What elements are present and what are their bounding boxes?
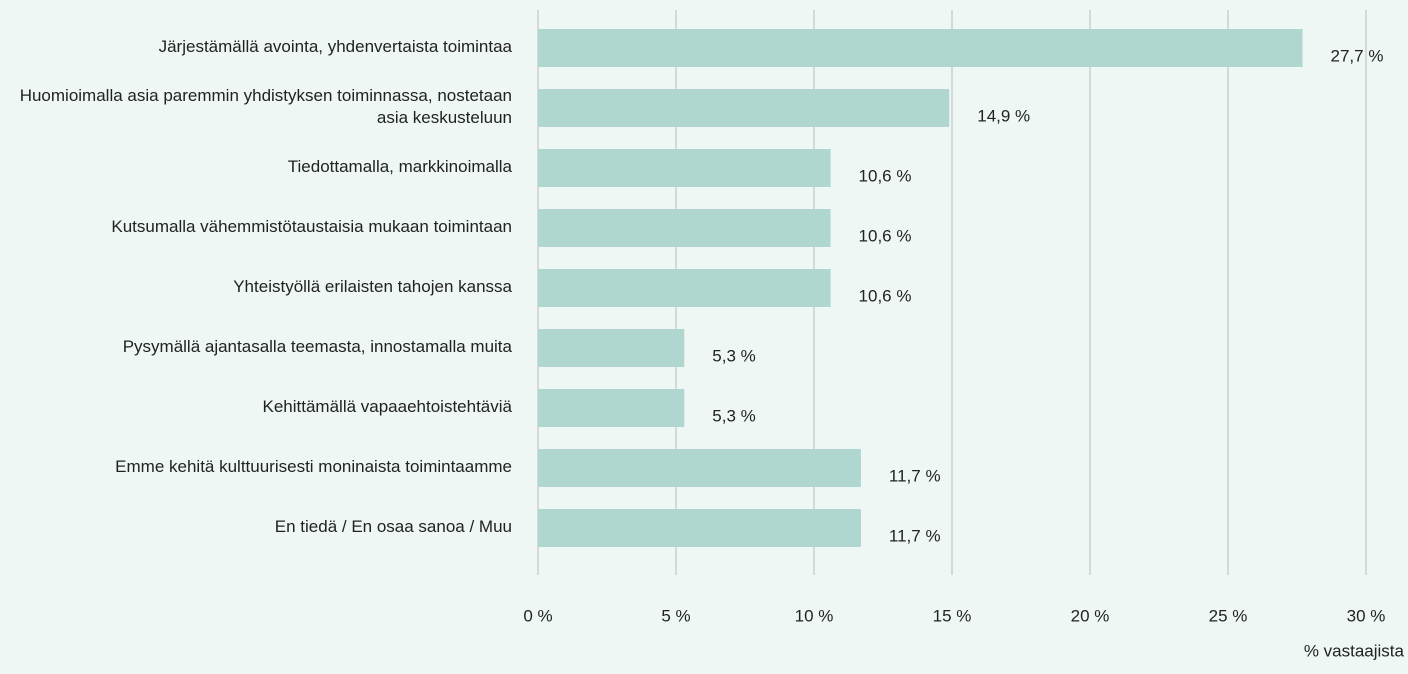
bar — [538, 149, 831, 187]
x-tick-label: 10 % — [795, 606, 834, 625]
x-tick-label: 30 % — [1347, 606, 1386, 625]
value-label: 10,6 % — [859, 226, 912, 245]
value-label: 5,3 % — [712, 346, 755, 365]
value-label: 14,9 % — [977, 106, 1030, 125]
y-tick-label: Pysymällä ajantasalla teemasta, innostam… — [122, 337, 512, 356]
y-tick-label-box: Emme kehitä kulttuurisesti moninaista to… — [115, 457, 512, 476]
value-label: 10,6 % — [859, 286, 912, 305]
y-tick-label-box: En tiedä / En osaa sanoa / Muu — [274, 517, 512, 536]
y-tick-label-box: Yhteistyöllä erilaisten tahojen kanssa — [233, 277, 512, 296]
bar — [538, 269, 831, 307]
y-tick-label-box: Tiedottamalla, markkinoimalla — [287, 157, 512, 176]
x-tick-label: 5 % — [661, 606, 690, 625]
value-label: 11,7 % — [889, 466, 941, 485]
y-tick-label-box: Kehittämällä vapaaehtoistehtäviä — [262, 397, 513, 416]
y-tick-label: Emme kehitä kulttuurisesti moninaista to… — [115, 457, 512, 476]
y-tick-label: Tiedottamalla, markkinoimalla — [287, 157, 512, 176]
y-tick-label: Järjestämällä avointa, yhdenvertaista to… — [158, 37, 512, 56]
x-axis-label: % vastaajista — [1304, 641, 1405, 660]
bar — [538, 29, 1303, 67]
bar — [538, 89, 950, 127]
bar — [538, 509, 861, 547]
bar — [538, 449, 861, 487]
x-tick-label: 0 % — [523, 606, 552, 625]
y-tick-label: Yhteistyöllä erilaisten tahojen kanssa — [233, 277, 512, 296]
y-tick-label: En tiedä / En osaa sanoa / Muu — [274, 517, 512, 536]
x-tick-label: 25 % — [1209, 606, 1248, 625]
y-tick-label: Kutsumalla vähemmistötaustaisia mukaan t… — [111, 217, 512, 236]
value-label: 10,6 % — [859, 166, 912, 185]
bar — [538, 329, 685, 367]
x-tick-label: 20 % — [1071, 606, 1110, 625]
y-tick-label: Huomioimalla asia paremmin yhdistyksen t… — [19, 86, 512, 127]
y-tick-label-box: Huomioimalla asia paremmin yhdistyksen t… — [19, 86, 512, 127]
bar — [538, 389, 685, 427]
y-tick-label: Kehittämällä vapaaehtoistehtäviä — [262, 397, 513, 416]
y-tick-label-box: Kutsumalla vähemmistötaustaisia mukaan t… — [111, 217, 512, 236]
value-label: 27,7 % — [1331, 46, 1384, 65]
y-tick-label-box: Järjestämällä avointa, yhdenvertaista to… — [158, 37, 512, 56]
value-label: 11,7 % — [889, 526, 941, 545]
value-label: 5,3 % — [712, 406, 755, 425]
y-tick-label-box: Pysymällä ajantasalla teemasta, innostam… — [122, 337, 512, 356]
x-tick-label: 15 % — [933, 606, 972, 625]
bar — [538, 209, 831, 247]
